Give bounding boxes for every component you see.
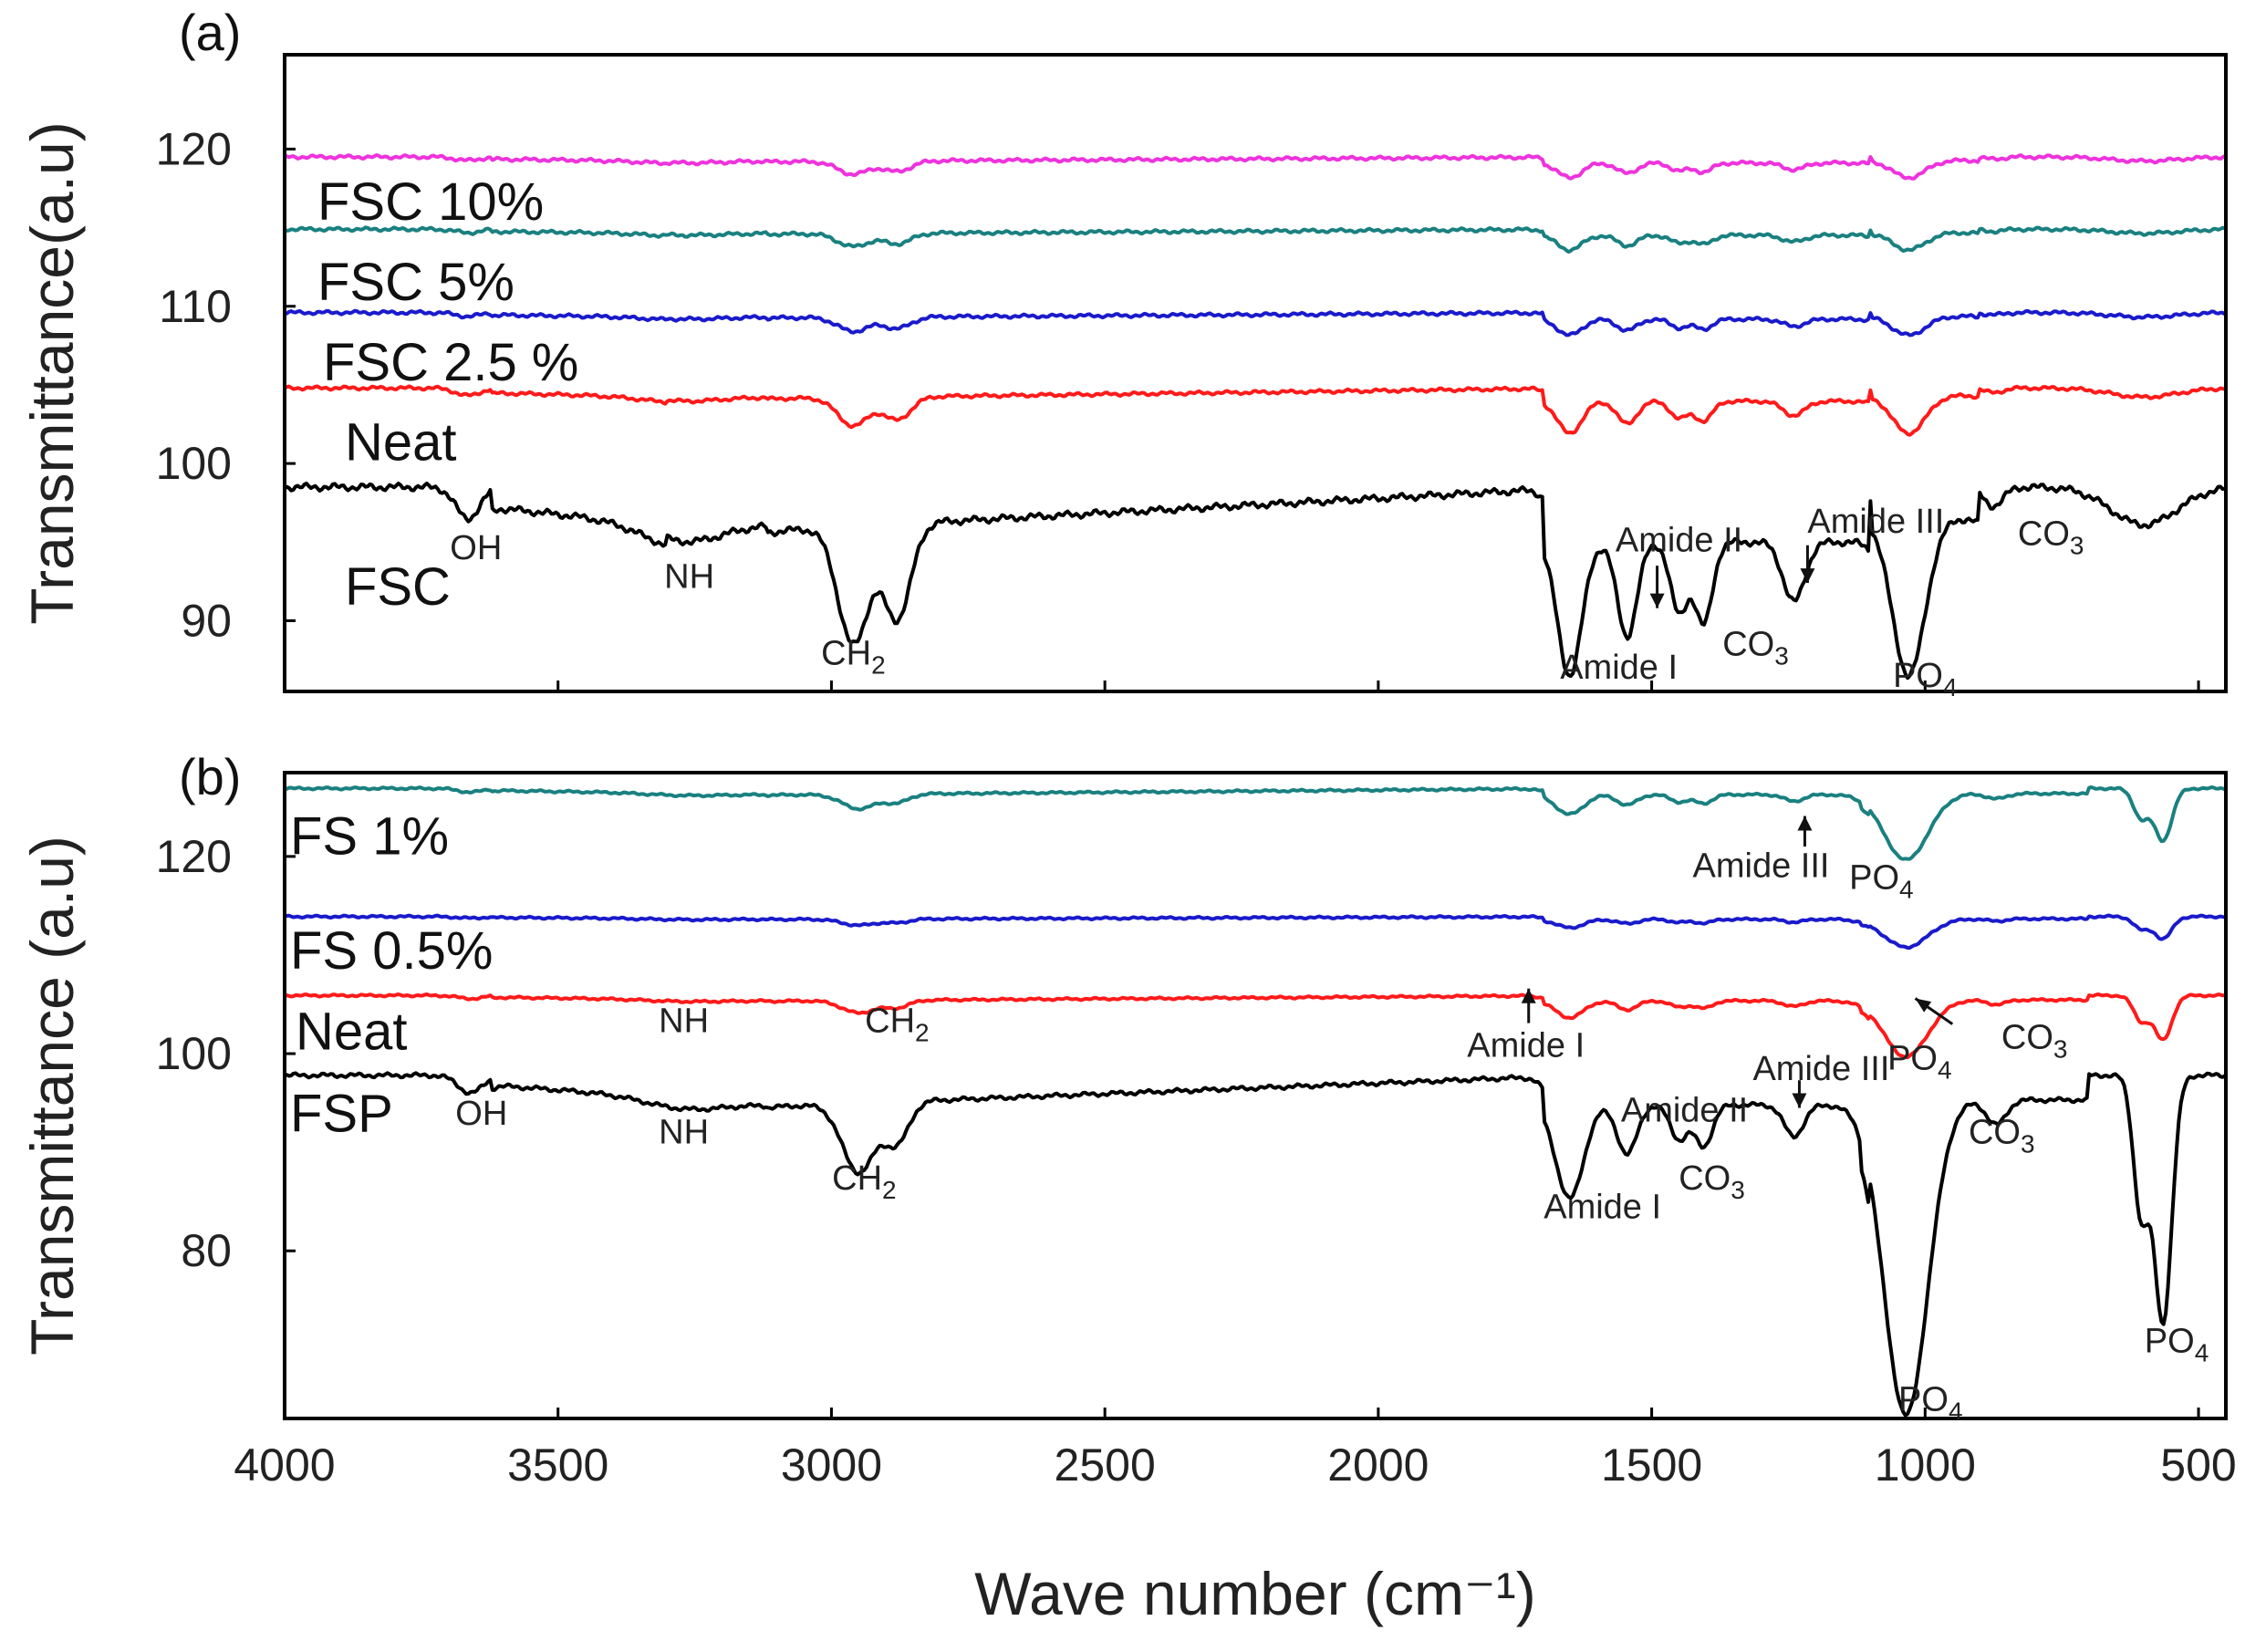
peak-annotation: PO4 xyxy=(2145,1323,2209,1367)
peak-annotation: Amide I xyxy=(1467,1026,1585,1065)
series-label: Neat xyxy=(345,413,457,473)
series-line-fsc-2-5- xyxy=(285,308,2226,338)
series-line-fsp xyxy=(285,1071,2226,1418)
peak-annotation: CO3 xyxy=(1722,625,1789,670)
peak-annotation: Amide II xyxy=(1616,522,1742,560)
x-tick-label: 500 xyxy=(2160,1439,2236,1491)
y-axis-title: Transmittance (a.u) xyxy=(18,836,86,1356)
y-tick-label: 120 xyxy=(156,831,232,882)
arrow-head xyxy=(1797,816,1813,831)
peak-annotation: CO3 xyxy=(2001,1019,2068,1064)
peak-annotation: Amide II xyxy=(1621,1092,1748,1130)
peak-annotation: NH xyxy=(659,1113,709,1151)
peak-annotation: PO4 xyxy=(1887,1039,1951,1084)
y-tick-label: 100 xyxy=(156,1028,232,1079)
panel-a: 90 100 110 120 Transmittance(a.u) FSC Neat FSC … xyxy=(18,53,2228,701)
y-tick-label: 120 xyxy=(156,123,232,174)
peak-annotation: CO3 xyxy=(1679,1159,1745,1204)
peak-annotation: OH xyxy=(450,529,502,567)
y-tick-label: 110 xyxy=(159,281,232,332)
series-label: FSP xyxy=(290,1084,393,1143)
panel-b-frame xyxy=(283,771,2228,1420)
x-tick-label: 1000 xyxy=(1875,1439,1976,1491)
arrow-head xyxy=(1792,1093,1807,1108)
peak-annotation: Amide III xyxy=(1807,503,1944,541)
panel-b-series xyxy=(285,785,2226,1418)
arrow-head xyxy=(1521,988,1536,1003)
panel-a-frame xyxy=(283,53,2228,693)
x-tick-label: 3500 xyxy=(507,1439,608,1491)
series-label: FSC 10% xyxy=(317,172,544,232)
peak-annotation: Amide III xyxy=(1752,1050,1889,1088)
series-line-fsc-5- xyxy=(285,225,2226,254)
peak-annotation: CO3 xyxy=(2018,515,2084,560)
series-line-neat xyxy=(285,992,2225,1060)
peak-annotation: OH xyxy=(455,1095,507,1133)
series-line-fsc xyxy=(285,481,2225,681)
peak-annotation: PO4 xyxy=(1849,859,1913,904)
peak-annotation: NH xyxy=(664,557,714,596)
y-tick-label: 80 xyxy=(181,1225,232,1276)
panel-label: (b) xyxy=(179,748,241,805)
y-tick-label: 100 xyxy=(156,438,232,489)
x-tick-label: 2500 xyxy=(1055,1439,1156,1491)
peak-annotation: CH2 xyxy=(832,1159,896,1204)
panel-label: (a) xyxy=(179,4,241,61)
peak-annotation: PO4 xyxy=(1893,657,1957,701)
series-label: Neat xyxy=(296,1003,408,1062)
series-label: FSC xyxy=(345,557,451,617)
peak-annotation: Amide I xyxy=(1544,1189,1661,1227)
arrow-head xyxy=(1800,568,1815,584)
series-line-fs-1- xyxy=(285,785,2226,861)
x-tick-label: 4000 xyxy=(234,1439,335,1491)
x-tick-label: 1500 xyxy=(1601,1439,1702,1491)
peak-annotation: CH2 xyxy=(865,1002,929,1046)
x-tick-label: 3000 xyxy=(781,1439,882,1491)
peak-annotation: CH2 xyxy=(821,635,885,680)
series-line-fsc-10- xyxy=(285,153,2226,181)
series-label: FSC 2.5 % xyxy=(323,333,578,392)
peak-annotation: Amide I xyxy=(1560,649,1678,687)
y-axis-title: Transmittance(a.u) xyxy=(18,121,86,624)
series-label: FS 0.5% xyxy=(290,921,493,981)
panel-a-series xyxy=(285,153,2226,681)
peak-annotation: NH xyxy=(659,1002,709,1040)
peak-annotation: Amide III xyxy=(1693,847,1830,886)
arrow-head xyxy=(1649,593,1665,608)
panel-b: 80 100 120 4000 3500 3000 2500 2000 1500 1000 500 T… xyxy=(18,771,2237,1627)
series-line-neat xyxy=(285,384,2226,437)
series-label: FSC 5% xyxy=(317,253,515,312)
series-label: FS 1% xyxy=(290,807,449,867)
series-line-fs-0-5- xyxy=(285,913,2225,951)
peak-annotation: PO4 xyxy=(1898,1380,1962,1425)
peak-annotation: CO3 xyxy=(1969,1113,2035,1158)
arrow-head xyxy=(1915,998,1932,1013)
x-tick-label: 2000 xyxy=(1327,1439,1429,1491)
x-axis-title: Wave number (cm⁻¹) xyxy=(974,1560,1535,1627)
y-tick-label: 90 xyxy=(181,595,232,646)
